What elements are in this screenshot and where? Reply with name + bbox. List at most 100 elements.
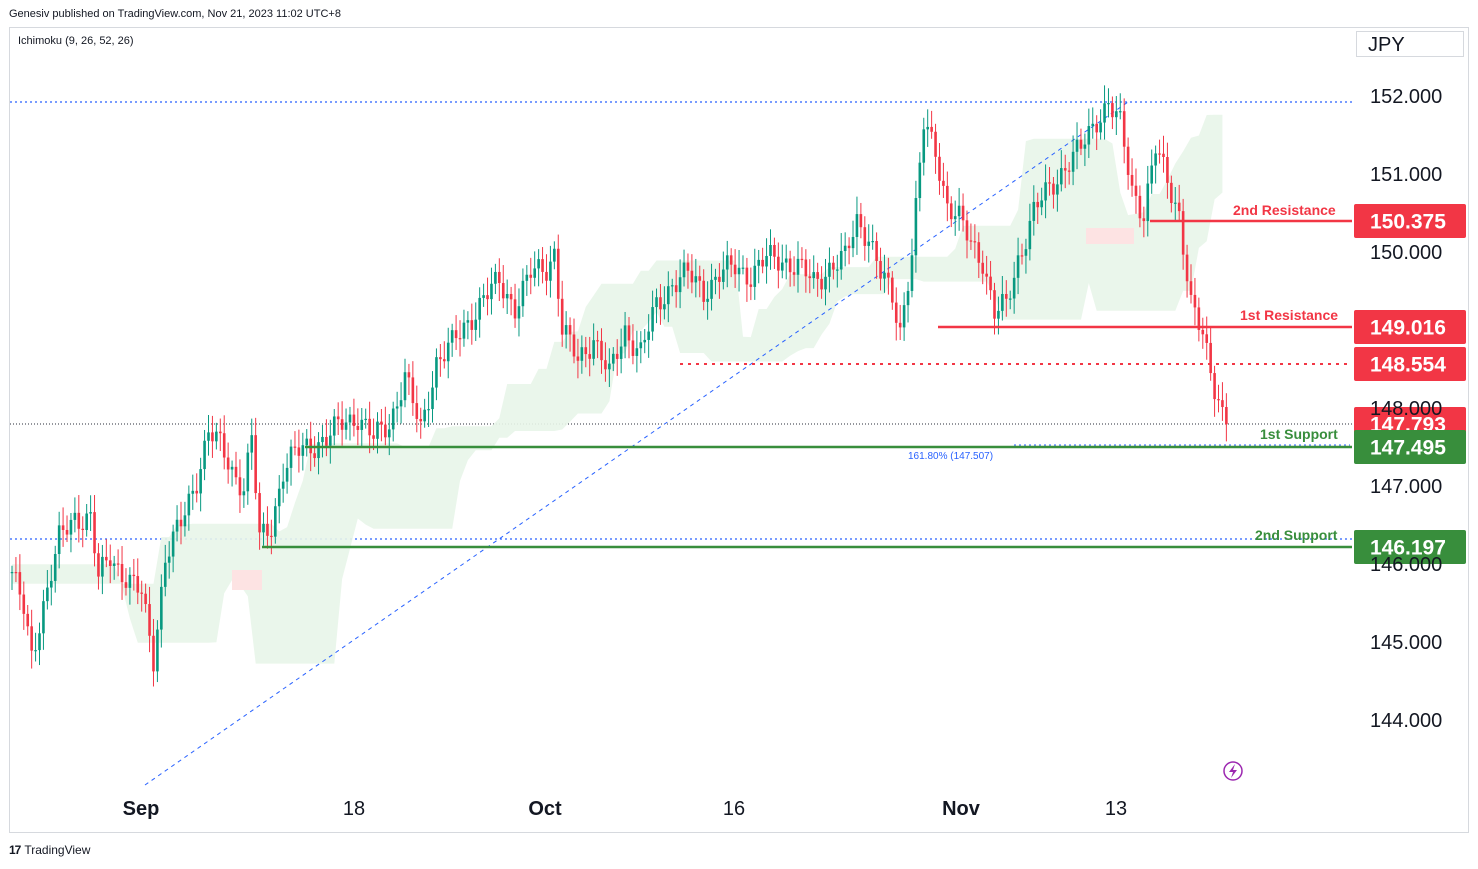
candle-body — [281, 481, 285, 489]
candle-body — [702, 280, 705, 302]
fib-trend-line — [144, 101, 1129, 786]
candle-body — [761, 259, 764, 267]
candle-body — [305, 438, 309, 446]
candle-body — [85, 513, 88, 531]
candle-body — [179, 519, 183, 527]
candle-body — [317, 442, 320, 459]
candle-body — [89, 512, 92, 514]
candle-body — [293, 446, 297, 448]
candle-body — [152, 635, 155, 672]
candle-body — [525, 274, 529, 281]
candle-body — [828, 262, 831, 277]
candle-body — [608, 363, 611, 370]
cloud-bear-area — [232, 570, 262, 590]
candle-body — [246, 452, 250, 492]
candle-body — [1205, 334, 1209, 343]
candle-body — [631, 340, 635, 356]
lightning-icon-bolt — [1229, 764, 1237, 778]
candle-body — [1004, 293, 1008, 299]
candle-body — [1201, 329, 1205, 335]
candle-body — [513, 299, 517, 319]
candle-body — [556, 248, 560, 299]
candle-body — [1185, 254, 1189, 282]
candle-body — [784, 258, 788, 263]
candle-body — [800, 258, 804, 261]
candle-body — [494, 271, 497, 284]
price-badge — [1354, 310, 1466, 344]
candle-body — [1028, 220, 1032, 250]
candle-body — [403, 372, 407, 401]
candle-body — [270, 535, 273, 538]
candle-body — [1001, 293, 1004, 311]
x-axis-tick-label: 18 — [343, 798, 365, 820]
candle-body — [423, 409, 426, 422]
candle-body — [50, 580, 53, 588]
candle-body — [203, 440, 206, 470]
x-axis-tick-label: 16 — [723, 798, 745, 820]
candle-body — [450, 330, 454, 343]
candle-body — [560, 298, 564, 335]
candle-body — [222, 433, 226, 458]
candle-body — [1118, 111, 1122, 113]
price-badge — [1354, 204, 1466, 238]
candle-body — [336, 416, 340, 420]
candle-body — [97, 553, 100, 577]
candle-body — [42, 601, 45, 634]
candle-body — [458, 338, 462, 340]
candle-body — [1181, 211, 1185, 255]
x-axis-tick-label: 13 — [1105, 798, 1127, 820]
candle-body — [706, 298, 709, 302]
currency-label[interactable]: JPY — [1356, 31, 1464, 57]
candle-body — [61, 525, 65, 530]
level-name-label: 1st Support — [1260, 426, 1338, 442]
candle-body — [1060, 168, 1063, 185]
candle-body — [136, 576, 140, 593]
price-badge-label: 148.554 — [1370, 354, 1446, 377]
candle-body — [1083, 144, 1087, 149]
candle-body — [977, 242, 981, 263]
y-axis-tick-label: 152.000 — [1370, 86, 1442, 108]
candle-body — [777, 256, 780, 271]
y-axis-tick-label: 150.000 — [1370, 242, 1442, 264]
candle-body — [812, 272, 816, 279]
tradingview-brand[interactable]: 17 TradingView — [9, 843, 90, 857]
candle-body — [969, 240, 973, 242]
candle-body — [160, 586, 163, 630]
candle-body — [887, 272, 890, 278]
candle-body — [568, 325, 572, 335]
candle-body — [14, 572, 18, 574]
candle-body — [1225, 407, 1228, 425]
candle-body — [926, 126, 929, 130]
fib-extension: 161.80% (147.507) — [144, 101, 1350, 786]
candle-body — [678, 277, 682, 293]
candle-body — [588, 354, 592, 359]
candle-body — [505, 293, 509, 299]
candle-body — [1111, 103, 1114, 118]
candle-body — [639, 342, 643, 349]
candle-body — [1044, 182, 1047, 201]
candle-body — [1173, 202, 1177, 204]
candle-body — [1134, 185, 1138, 196]
candle-body — [847, 245, 851, 249]
candle-body — [957, 205, 961, 217]
candle-body — [215, 431, 218, 442]
candle-body — [863, 227, 867, 246]
candle-body — [407, 372, 411, 378]
candle-body — [77, 512, 81, 529]
candle-body — [647, 331, 650, 340]
candle-body — [667, 286, 670, 305]
candle-body — [105, 556, 108, 561]
tradingview-brand-label: TradingView — [24, 843, 91, 857]
candle-body — [462, 322, 466, 339]
candle-body — [384, 424, 387, 438]
candle-body — [238, 477, 242, 496]
candle-body — [446, 342, 450, 362]
cloud-bull-area — [12, 114, 1223, 664]
ichimoku-indicator-label[interactable]: Ichimoku (9, 26, 52, 26) — [18, 35, 134, 47]
candle-body — [415, 403, 419, 419]
candle-body — [262, 523, 265, 533]
candle-body — [1158, 153, 1161, 155]
candle-body — [195, 490, 199, 494]
candle-body — [1154, 153, 1157, 166]
